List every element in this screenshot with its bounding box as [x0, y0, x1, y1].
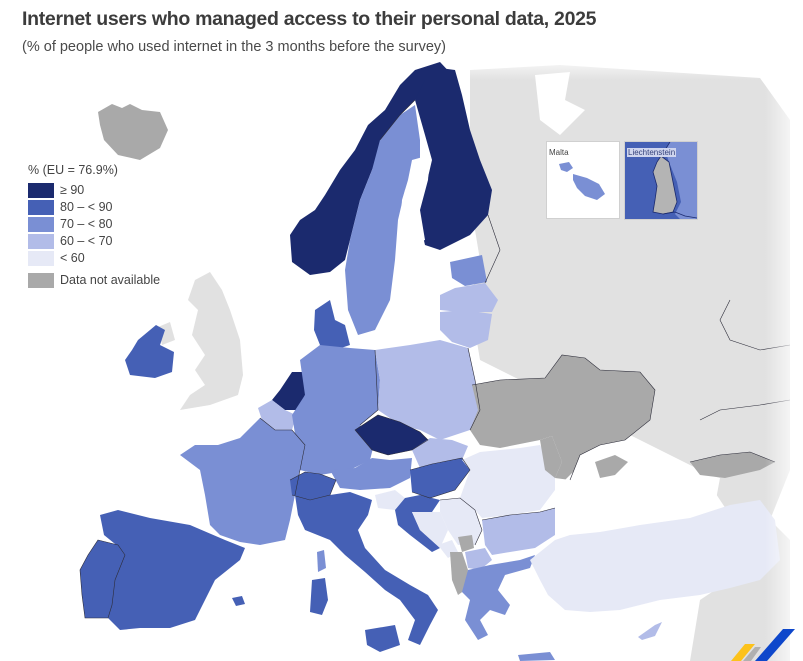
page-title: Internet users who managed access to the… — [22, 8, 597, 30]
inset-liechtenstein-label: Liechtenstein — [627, 148, 677, 157]
legend-swatch — [28, 216, 54, 232]
legend-item-lt60: < 60 — [28, 250, 160, 266]
legend-swatch — [28, 272, 54, 288]
legend-item-ge90: ≥ 90 — [28, 182, 160, 198]
legend-item-not-available: Data not available — [28, 272, 160, 288]
country-croatia — [395, 495, 440, 552]
black-sea — [555, 468, 720, 530]
inset-malta: Malta — [546, 141, 620, 219]
liechtenstein-shape — [652, 142, 697, 219]
white-sea — [535, 72, 585, 135]
country-france-corsica — [317, 550, 326, 572]
page-subtitle: (% of people who used internet in the 3 … — [22, 39, 446, 55]
country-iceland — [98, 104, 168, 160]
legend-label: Data not available — [60, 273, 161, 287]
inset-malta-label: Malta — [549, 148, 569, 157]
legend-item-60-70: 60 – < 70 — [28, 233, 160, 249]
country-hungary — [410, 458, 470, 498]
malta-shape — [559, 162, 605, 200]
country-bosnia — [412, 512, 448, 548]
country-spain-balearics — [232, 596, 245, 606]
country-turkiye — [530, 500, 780, 612]
country-bulgaria — [482, 508, 555, 555]
country-greece — [462, 555, 535, 640]
country-belgium — [258, 400, 296, 430]
legend-swatch — [28, 199, 54, 215]
legend-label: ≥ 90 — [60, 183, 85, 197]
country-greece-crete — [518, 652, 555, 661]
logo-yellow-stripe — [731, 644, 755, 661]
legend-label: 80 – < 90 — [60, 200, 113, 214]
country-germany — [292, 345, 380, 475]
fade-top — [460, 55, 803, 80]
country-france — [180, 418, 305, 545]
logo-blue-stripe — [755, 629, 795, 661]
legend-item-70-80: 70 – < 80 — [28, 216, 160, 232]
country-italy-sicily — [365, 625, 400, 652]
country-borders — [259, 99, 791, 546]
northern-ireland — [158, 322, 175, 345]
country-albania — [450, 552, 468, 595]
country-slovenia — [375, 490, 405, 510]
legend-swatch — [28, 250, 54, 266]
country-latvia — [440, 283, 498, 312]
country-romania — [460, 445, 555, 518]
country-serbia — [440, 498, 482, 545]
country-north-macedonia — [465, 548, 492, 570]
eurostat-logo — [731, 629, 795, 661]
legend-item-80-90: 80 – < 90 — [28, 199, 160, 215]
country-moldova — [540, 436, 562, 478]
country-ukraine — [470, 355, 655, 480]
legend-swatch — [28, 182, 54, 198]
country-ukraine-crimea — [595, 455, 628, 478]
country-portugal — [79, 539, 126, 619]
country-sweden — [345, 105, 420, 335]
legend-title: % (EU = 76.9%) — [28, 163, 118, 177]
inset-liechtenstein: Liechtenstein — [624, 141, 698, 220]
country-czechia — [355, 415, 428, 455]
legend-swatch — [28, 233, 54, 249]
fade-right — [765, 60, 803, 661]
country-denmark — [314, 300, 350, 350]
gulf-of-bothnia — [400, 155, 430, 245]
country-kosovo — [458, 535, 474, 552]
country-spain — [100, 510, 245, 630]
country-italy-sardinia — [310, 578, 328, 615]
country-austria — [330, 458, 412, 490]
country-finland — [415, 68, 492, 250]
country-georgia — [690, 452, 775, 478]
country-lithuania — [440, 310, 492, 348]
country-poland — [375, 340, 480, 440]
logo-grey-stripe — [743, 647, 761, 661]
country-netherlands — [272, 372, 305, 410]
legend-label: 60 – < 70 — [60, 234, 113, 248]
country-estonia — [450, 255, 487, 286]
legend: % (EU = 76.9%) ≥ 90 80 – < 90 70 – < 80 … — [28, 163, 160, 289]
country-ireland — [125, 325, 174, 378]
legend-label: < 60 — [60, 251, 85, 265]
legend-label: 70 – < 80 — [60, 217, 113, 231]
country-italy — [295, 492, 438, 645]
country-switzerland — [290, 472, 336, 500]
country-cyprus — [638, 622, 662, 640]
united-kingdom — [180, 272, 243, 410]
